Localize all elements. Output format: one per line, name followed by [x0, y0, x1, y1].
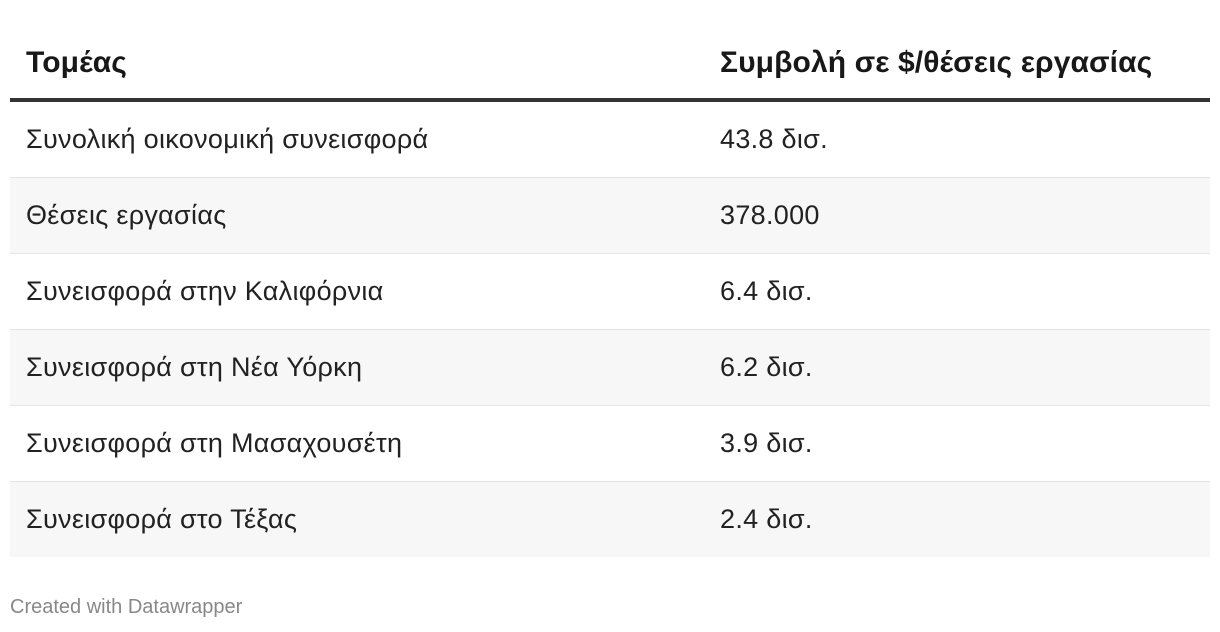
- cell-sector: Συνεισφορά στη Μασαχουσέτη: [10, 405, 704, 482]
- cell-contribution: 6.2 δισ.: [704, 329, 1210, 406]
- data-table-container: Τομέας Συμβολή σε $/θέσεις εργασίας Συνο…: [10, 28, 1210, 557]
- table-row: Συνολική οικονομική συνεισφορά 43.8 δισ.: [10, 100, 1210, 178]
- cell-sector: Συνολική οικονομική συνεισφορά: [10, 100, 704, 178]
- cell-sector: Συνεισφορά στην Καλιφόρνια: [10, 253, 704, 330]
- column-header-sector[interactable]: Τομέας: [10, 28, 704, 102]
- table-header-row: Τομέας Συμβολή σε $/θέσεις εργασίας: [10, 28, 1210, 102]
- cell-contribution: 2.4 δισ.: [704, 481, 1210, 557]
- cell-contribution: 6.4 δισ.: [704, 253, 1210, 330]
- data-table: Τομέας Συμβολή σε $/θέσεις εργασίας Συνο…: [10, 28, 1210, 557]
- table-row: Συνεισφορά στη Νέα Υόρκη 6.2 δισ.: [10, 329, 1210, 406]
- cell-contribution: 43.8 δισ.: [704, 100, 1210, 178]
- table-row: Συνεισφορά στην Καλιφόρνια 6.4 δισ.: [10, 253, 1210, 330]
- table-row: Θέσεις εργασίας 378.000: [10, 177, 1210, 254]
- column-header-contribution[interactable]: Συμβολή σε $/θέσεις εργασίας: [704, 28, 1210, 102]
- table-row: Συνεισφορά στο Τέξας 2.4 δισ.: [10, 481, 1210, 557]
- cell-sector: Συνεισφορά στο Τέξας: [10, 481, 704, 557]
- cell-sector: Θέσεις εργασίας: [10, 177, 704, 254]
- cell-contribution: 378.000: [704, 177, 1210, 254]
- datawrapper-credit[interactable]: Created with Datawrapper: [10, 596, 243, 618]
- cell-contribution: 3.9 δισ.: [704, 405, 1210, 482]
- cell-sector: Συνεισφορά στη Νέα Υόρκη: [10, 329, 704, 406]
- table-row: Συνεισφορά στη Μασαχουσέτη 3.9 δισ.: [10, 405, 1210, 482]
